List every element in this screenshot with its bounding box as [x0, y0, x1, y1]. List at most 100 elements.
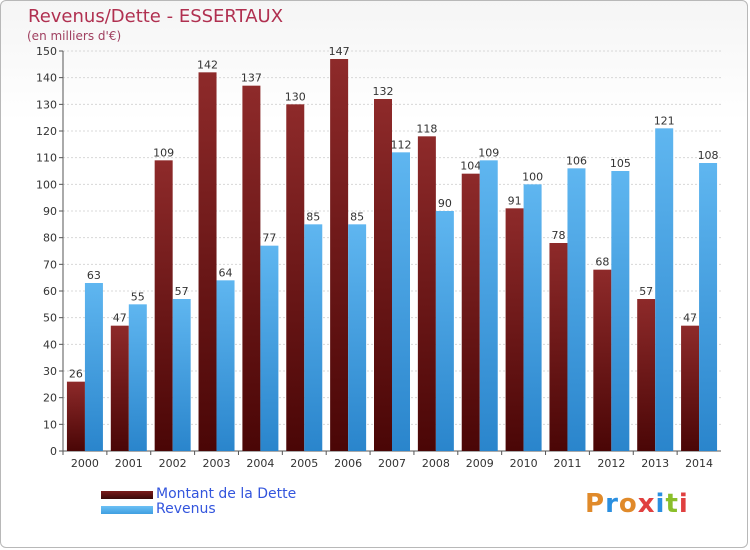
value-label-dette: 91 — [508, 194, 522, 207]
y-tick-label: 80 — [43, 232, 57, 245]
value-label-dette: 130 — [285, 90, 306, 103]
bar-dette — [154, 160, 173, 452]
bar-revenus — [216, 280, 235, 451]
bar-dette — [417, 136, 436, 452]
value-label-revenus: 112 — [391, 138, 412, 151]
bar-dette — [374, 99, 392, 451]
value-label-revenus: 109 — [478, 146, 499, 159]
y-tick-label: 60 — [43, 285, 57, 298]
x-tick-label: 2013 — [641, 457, 669, 470]
x-tick-label: 2010 — [510, 457, 538, 470]
y-tick-label: 140 — [36, 72, 57, 85]
value-label-revenus: 57 — [175, 285, 189, 298]
bar-dette — [242, 85, 261, 452]
bar-dette — [593, 269, 612, 451]
value-label-revenus: 64 — [219, 266, 233, 279]
logo-letter: o — [618, 489, 638, 519]
bar-dette — [549, 243, 568, 451]
y-tick-label: 110 — [36, 152, 57, 165]
legend-swatch-dette — [101, 491, 153, 499]
bar-revenus — [260, 245, 279, 451]
bar-dette — [330, 59, 349, 451]
value-label-revenus: 121 — [654, 114, 675, 127]
bar-revenus — [392, 152, 410, 452]
x-tick-label: 2001 — [115, 457, 143, 470]
bar-revenus — [611, 171, 630, 451]
y-tick-label: 40 — [43, 338, 57, 351]
value-label-dette: 68 — [595, 256, 609, 269]
x-tick-label: 2012 — [597, 457, 625, 470]
value-label-dette: 26 — [69, 368, 83, 381]
bar-revenus — [172, 299, 191, 451]
bar-dette — [110, 325, 129, 451]
y-tick-label: 20 — [43, 392, 57, 405]
y-tick-label: 30 — [43, 365, 57, 378]
value-label-dette: 47 — [683, 312, 697, 325]
proxiti-logo: Proxiti — [585, 489, 689, 519]
value-label-dette: 109 — [153, 146, 174, 159]
bar-revenus — [304, 224, 323, 451]
legend-label-revenus: Revenus — [156, 501, 216, 517]
x-tick-label: 2004 — [246, 457, 274, 470]
bar-revenus — [479, 160, 498, 452]
value-label-revenus: 85 — [306, 210, 320, 223]
bar-revenus — [523, 184, 542, 452]
x-tick-label: 2014 — [685, 457, 713, 470]
y-tick-label: 130 — [36, 98, 57, 111]
value-label-dette: 118 — [416, 122, 437, 135]
value-label-revenus: 106 — [566, 154, 587, 167]
x-tick-label: 2006 — [334, 457, 362, 470]
value-label-revenus: 105 — [610, 157, 631, 170]
bar-revenus — [435, 211, 454, 451]
x-tick-label: 2005 — [290, 457, 318, 470]
value-label-dette: 78 — [551, 229, 565, 242]
value-label-revenus: 108 — [698, 149, 719, 162]
y-tick-label: 0 — [50, 445, 57, 458]
value-label-revenus: 63 — [87, 269, 101, 282]
y-tick-label: 100 — [36, 178, 57, 191]
bar-dette — [461, 173, 480, 451]
value-label-revenus: 55 — [131, 290, 145, 303]
value-label-dette: 142 — [197, 58, 218, 71]
chart-subtitle: (en milliers d'€) — [27, 29, 122, 43]
chart-title: Revenus/Dette - ESSERTAUX — [28, 6, 284, 27]
value-label-revenus: 85 — [350, 210, 364, 223]
bar-revenus — [655, 128, 674, 451]
x-tick-label: 2008 — [422, 457, 450, 470]
bar-revenus — [84, 283, 103, 451]
bar-revenus — [567, 168, 586, 452]
x-tick-label: 2003 — [203, 457, 231, 470]
y-tick-label: 70 — [43, 258, 57, 271]
value-label-dette: 47 — [113, 312, 127, 325]
logo-letter: P — [585, 489, 606, 519]
value-label-dette: 132 — [373, 85, 394, 98]
value-label-dette: 147 — [329, 45, 350, 58]
value-label-revenus: 90 — [438, 197, 452, 210]
x-tick-label: 2009 — [466, 457, 494, 470]
logo-letter: i — [678, 489, 689, 519]
value-label-revenus: 100 — [522, 170, 543, 183]
x-tick-label: 2011 — [553, 457, 581, 470]
bar-revenus — [128, 304, 147, 451]
bar-revenus — [699, 163, 718, 451]
legend-swatch-revenus — [101, 506, 153, 514]
value-label-dette: 137 — [241, 72, 262, 85]
y-tick-label: 50 — [43, 312, 57, 325]
value-label-revenus: 77 — [262, 232, 276, 245]
bar-dette — [637, 299, 656, 451]
logo-letter: i — [655, 489, 666, 519]
bar-dette — [505, 208, 524, 451]
bar-dette — [681, 325, 700, 451]
value-label-dette: 104 — [460, 160, 481, 173]
value-label-dette: 57 — [639, 285, 653, 298]
logo-letter: t — [665, 489, 679, 519]
x-tick-label: 2007 — [378, 457, 406, 470]
bar-revenus — [348, 224, 367, 451]
x-tick-label: 2002 — [159, 457, 187, 470]
x-tick-label: 2000 — [71, 457, 99, 470]
bar-dette — [198, 72, 217, 451]
bar-dette — [66, 381, 85, 451]
y-tick-label: 150 — [36, 45, 57, 58]
